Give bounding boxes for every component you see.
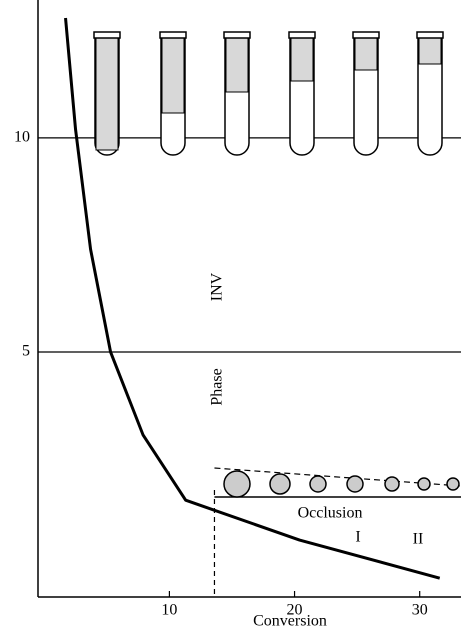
annotation: Phase: [209, 368, 226, 405]
x-tick-label: 30: [412, 602, 428, 619]
tube-cap: [223, 31, 251, 39]
droplet: [309, 475, 327, 493]
droplet: [384, 476, 400, 492]
x-tick-label: 10: [161, 602, 177, 619]
annotation: II: [413, 531, 424, 548]
droplet: [223, 470, 251, 498]
droplet: [417, 477, 431, 491]
tube-cap: [416, 31, 444, 39]
tube-fill: [95, 37, 119, 151]
droplet: [446, 477, 460, 491]
droplet: [346, 475, 364, 493]
annotation: INV: [209, 272, 226, 301]
tube-fill: [225, 37, 249, 93]
annotation: I: [355, 529, 360, 546]
tube-cap: [159, 31, 187, 39]
x-tick-label: 20: [287, 602, 303, 619]
y-tick-label: 10: [14, 129, 30, 146]
tube-cap: [93, 31, 121, 39]
tube-fill: [418, 37, 442, 65]
y-tick-label: 5: [22, 343, 30, 360]
annotation: Occlusion: [298, 505, 363, 522]
tube-fill: [161, 37, 185, 114]
line-series: [64, 17, 441, 580]
tube-cap: [288, 31, 316, 39]
droplet: [269, 473, 291, 495]
tube-cap: [352, 31, 380, 39]
tube-fill: [354, 37, 378, 71]
x-axis-label: Conversion: [253, 613, 327, 630]
tube-fill: [290, 37, 314, 82]
